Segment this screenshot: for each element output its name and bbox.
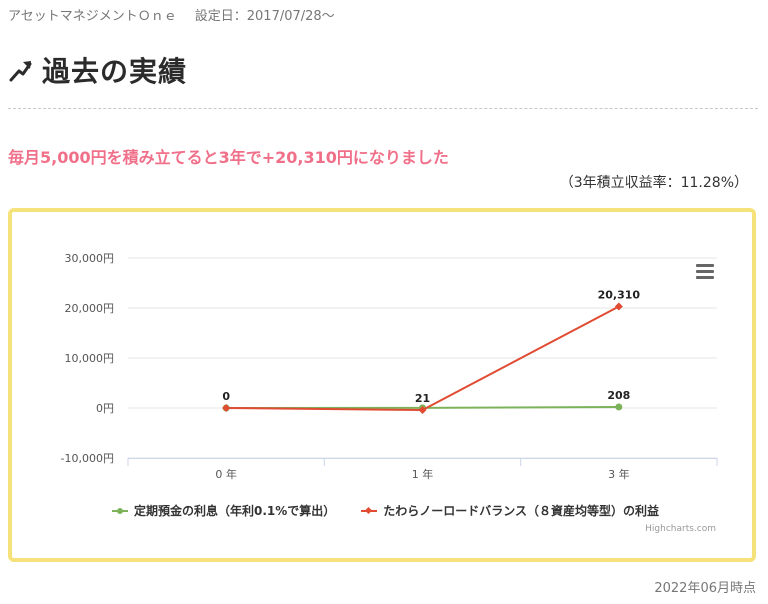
fund-name: アセットマネジメントＯｎｅ <box>8 9 177 24</box>
performance-chart: 30,000円 20,000円 10,000円 0円 -10,000円 0 年 1 年 3 年… <box>8 208 756 562</box>
legend-label: たわらノーロードバランス（８資産均等型）の利益 <box>383 504 660 518</box>
legend-label: 定期預金の利息（年利0.1%で算出） <box>134 504 336 518</box>
x-tick-label: 1 年 <box>412 467 434 481</box>
legend-item[interactable]: 定期預金の利息（年利0.1%で算出） <box>112 502 335 519</box>
x-tick-label: 0 年 <box>215 467 237 481</box>
return-rate: （3年積立収益率：11.28%） <box>559 175 748 191</box>
trend-up-icon <box>9 61 32 82</box>
section-heading: 過去の実績 <box>8 50 187 90</box>
y-tick-label: 30,000円 <box>65 252 115 265</box>
chart-canvas: 30,000円 20,000円 10,000円 0円 -10,000円 0 年 1 年 3 年… <box>61 252 718 481</box>
data-point <box>222 404 231 412</box>
data-point <box>614 302 623 311</box>
as-of-date: 2022年06月時点 <box>654 581 756 596</box>
data-point <box>615 403 623 411</box>
legend-symbol <box>112 506 128 516</box>
fund-meta: アセットマネジメントＯｎｅ 設定日：2017/07/28～ <box>8 5 335 24</box>
result-message: 毎月5,000円を積み立てると3年で+20,310円になりました <box>8 148 449 167</box>
y-tick-label: 10,000円 <box>65 352 115 365</box>
chart-credits[interactable]: Highcharts.com <box>645 524 716 534</box>
data-point <box>418 406 427 414</box>
data-label: 20,310 <box>598 288 641 301</box>
x-tick-label: 3 年 <box>608 467 630 481</box>
y-tick-label: 20,000円 <box>65 302 115 315</box>
section-title: 過去の実績 <box>42 55 188 88</box>
inception-date: 設定日：2017/07/28～ <box>194 9 335 24</box>
data-label: 0 <box>222 390 230 403</box>
data-label: 208 <box>607 389 630 402</box>
y-tick-label: -10,000円 <box>61 452 114 465</box>
y-tick-label: 0円 <box>96 402 114 415</box>
chart-legend: 定期預金の利息（年利0.1%で算出） たわらノーロードバランス（８資産均等型）の利… <box>112 502 685 519</box>
dashed-divider <box>8 108 758 109</box>
data-label: 21 <box>415 392 430 405</box>
legend-symbol <box>361 506 378 516</box>
hamburger-menu-icon[interactable] <box>696 264 714 280</box>
legend-item[interactable]: たわらノーロードバランス（８資産均等型）の利益 <box>361 502 659 519</box>
